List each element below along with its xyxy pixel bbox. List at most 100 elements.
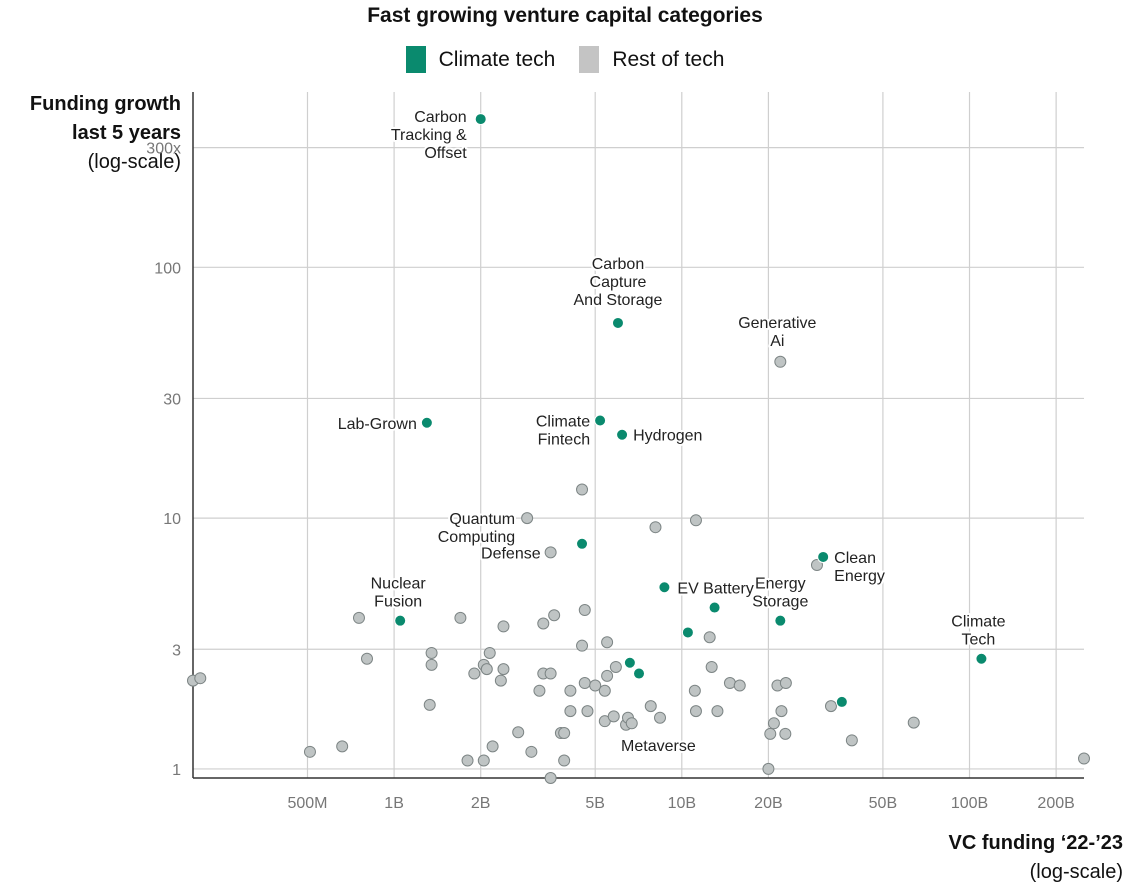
point-rest-of-tech-25 <box>494 674 507 687</box>
point-rest-of-tech-70 <box>558 754 571 767</box>
legend-swatch-rest-of-tech <box>579 46 600 73</box>
point-rest-of-tech-11 <box>537 617 550 630</box>
x-tick-label-10b: 10B <box>668 795 696 812</box>
point-rest-of-tech-42 <box>564 705 577 718</box>
y-axis-title-line1: Funding growth <box>29 93 181 115</box>
legend-swatch-climate-tech <box>405 46 426 73</box>
point-rest-of-tech-39 <box>779 677 792 690</box>
point-rest-of-tech-59 <box>303 745 316 758</box>
tick-labels: 500M 1B 2B 5B 10B 20B 50B 100B 200B 1 3 10 30 100 300x <box>146 141 1075 812</box>
point-label-carbon-capture-and-storage: Carbon Capture And Storage <box>574 256 663 309</box>
point-rest-of-tech-50 <box>775 705 788 718</box>
point-rest-of-tech-40 <box>598 684 611 697</box>
point-rest-of-tech-62 <box>525 745 538 758</box>
point-rest-of-tech-5 <box>649 521 662 534</box>
y-tick-label-10: 10 <box>163 511 181 528</box>
point-label-clean-energy: Clean Energy <box>834 550 885 585</box>
point-rest-of-tech-43 <box>581 705 594 718</box>
x-axis-scale-note: (log-scale) <box>1029 861 1123 883</box>
point-climate-tech-ev-battery <box>658 581 671 594</box>
point-label-climate-fintech: Climate Fintech <box>536 414 590 449</box>
y-tick-label-3: 3 <box>172 642 181 659</box>
point-rest-of-tech-60 <box>336 740 349 753</box>
point-rest-of-tech-36 <box>733 679 746 692</box>
legend-item-climate-tech: Climate tech <box>405 46 556 73</box>
point-climate-tech-energy-storage <box>774 614 787 627</box>
legend-item-rest-of-tech: Rest of tech <box>579 46 724 73</box>
point-label-metaverse: Metaverse <box>621 738 696 755</box>
point-rest-of-tech-quantum-computing <box>521 512 534 525</box>
point-label-climate-tech: Climate Tech <box>951 614 1005 649</box>
legend-label-rest-of-tech: Rest of tech <box>612 47 725 71</box>
point-rest-of-tech-32 <box>601 669 614 682</box>
point-rest-of-tech-66 <box>779 727 792 740</box>
point-label-carbon-tracking-and-offset: Carbon Tracking & Offset <box>391 109 467 162</box>
point-rest-of-tech-47 <box>654 711 667 724</box>
point-rest-of-tech-49 <box>711 705 724 718</box>
point-climate-tech-8 <box>708 601 721 614</box>
grid <box>193 92 1084 778</box>
x-tick-label-100b: 100B <box>951 795 988 812</box>
point-label-nuclear-fusion: Nuclear Fusion <box>371 576 427 611</box>
point-climate-tech-15 <box>835 695 848 708</box>
point-rest-of-tech-64 <box>558 727 571 740</box>
y-tick-label-300x: 300x <box>146 141 181 158</box>
point-rest-of-tech-12 <box>548 609 561 622</box>
point-rest-of-tech-19 <box>425 658 438 671</box>
x-tick-label-1b: 1B <box>384 795 404 812</box>
point-rest-of-tech-51 <box>824 700 837 713</box>
axes <box>192 92 1084 779</box>
point-rest-of-tech-9 <box>454 611 467 624</box>
point-rest-of-tech-53 <box>625 717 638 730</box>
point-rest-of-tech-31 <box>589 679 602 692</box>
point-rest-of-tech-37 <box>688 684 701 697</box>
point-rest-of-tech-45 <box>607 710 620 723</box>
point-rest-of-tech-72 <box>762 762 775 775</box>
point-rest-of-tech-7 <box>810 559 823 572</box>
y-axis-scale-note: (log-scale) <box>87 151 181 173</box>
legend: Climate tech Rest of tech <box>0 46 1130 73</box>
point-rest-of-tech-14 <box>703 631 716 644</box>
point-rest-of-tech-58 <box>194 672 207 685</box>
point-label-lab-grown: Lab-Grown <box>338 416 417 433</box>
point-label-hydrogen: Hydrogen <box>633 428 702 445</box>
point-climate-tech-clean-energy <box>817 550 830 563</box>
point-rest-of-tech-73 <box>1078 752 1090 765</box>
y-tick-label-30: 30 <box>163 391 181 408</box>
point-rest-of-tech-41 <box>423 698 436 711</box>
point-rest-of-tech-35 <box>723 677 736 690</box>
point-rest-of-tech-23 <box>468 667 481 680</box>
point-rest-of-tech-15 <box>601 636 614 649</box>
point-climate-tech-13 <box>623 656 636 669</box>
point-rest-of-tech-33 <box>609 660 622 673</box>
point-climate-tech-carbon-tracking-and-offset <box>474 113 487 126</box>
x-axis-title: VC funding ‘22-’23 (log-scale) <box>949 829 1123 887</box>
point-rest-of-tech-65 <box>764 727 777 740</box>
point-rest-of-tech-20 <box>483 646 496 659</box>
point-rest-of-tech-18 <box>425 646 438 659</box>
point-rest-of-tech-48 <box>689 705 702 718</box>
point-rest-of-tech-54 <box>767 717 780 730</box>
legend-label-climate-tech: Climate tech <box>438 47 556 71</box>
point-rest-of-tech-29 <box>564 684 577 697</box>
point-label-generative-ai: Generative Ai <box>738 315 816 350</box>
point-climate-tech-11 <box>681 626 694 639</box>
point-rest-of-tech-34 <box>705 660 718 673</box>
point-rest-of-tech-67 <box>845 734 858 747</box>
y-tick-label-1: 1 <box>172 762 181 779</box>
point-climate-tech-carbon-capture-and-storage <box>611 316 624 329</box>
point-climate-tech-climate-tech <box>975 652 988 665</box>
point-climate-tech-lab-grown <box>420 416 433 429</box>
point-rest-of-tech-55 <box>907 716 920 729</box>
point-climate-tech-14 <box>633 667 646 680</box>
point-rest-of-tech-30 <box>578 677 591 690</box>
point-rest-of-tech-4 <box>576 483 589 496</box>
point-rest-of-tech-68 <box>461 754 474 767</box>
y-axis-title: Funding growth last 5 years (log-scale) <box>30 90 181 177</box>
point-rest-of-tech-generative-ai <box>774 355 787 368</box>
point-label-energy-storage: Energy Storage <box>752 576 808 611</box>
x-tick-label-200b: 200B <box>1037 795 1074 812</box>
x-tick-label-5b: 5B <box>585 795 605 812</box>
